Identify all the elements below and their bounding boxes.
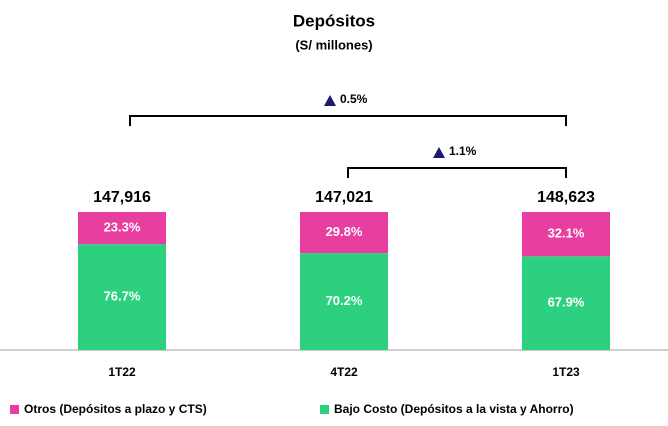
- legend-label: Bajo Costo (Depósitos a la vista y Ahorr…: [334, 402, 574, 416]
- bar-segment: [522, 256, 610, 350]
- x-tick-label: 1T23: [552, 365, 580, 379]
- data-label: 32.1%: [548, 226, 585, 241]
- bar-segment: [522, 212, 610, 257]
- x-tick-label: 1T22: [108, 365, 136, 379]
- chart-title: Depósitos: [293, 11, 375, 30]
- bracket: [347, 167, 567, 178]
- total-label: 147,021: [315, 189, 373, 206]
- data-label: 67.9%: [548, 295, 585, 310]
- data-label: 70.2%: [326, 293, 363, 308]
- triangle-up: [324, 95, 336, 106]
- bar-segment: [78, 212, 166, 245]
- annotation-label: 0.5%: [340, 92, 368, 106]
- chart-subtitle: (S/ millones): [295, 37, 372, 52]
- bar-segment: [300, 212, 388, 254]
- x-tick-label: 4T22: [330, 365, 358, 379]
- total-label: 147,916: [93, 189, 151, 206]
- data-label: 29.8%: [326, 224, 363, 239]
- data-label: 76.7%: [104, 289, 141, 304]
- legend-label: Otros (Depósitos a plazo y CTS): [24, 402, 207, 416]
- legend-swatch: [320, 405, 329, 414]
- total-label: 148,623: [537, 189, 595, 206]
- data-label: 23.3%: [104, 220, 141, 235]
- bar-segment: [300, 253, 388, 350]
- bar-segment: [78, 244, 166, 350]
- annotation-label: 1.1%: [449, 144, 477, 158]
- bracket: [129, 115, 567, 126]
- legend-swatch: [10, 405, 19, 414]
- triangle-up: [433, 147, 445, 158]
